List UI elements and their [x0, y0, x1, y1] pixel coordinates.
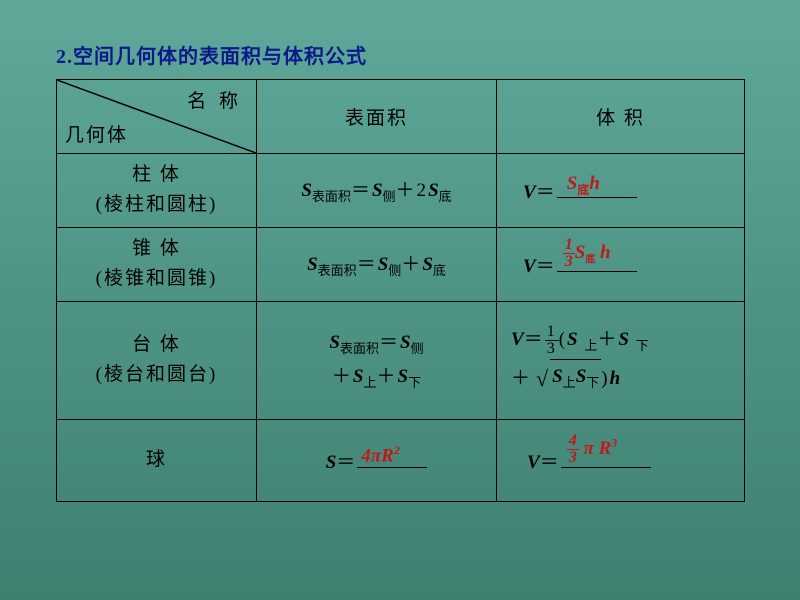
row-prism: 柱 体 (棱柱和圆柱) S表面积＝S侧＋2S底 V＝S底h	[57, 154, 745, 228]
note-prism: (棱柱和圆柱)	[96, 194, 218, 215]
row-cone: 锥 体 (棱锥和圆锥) S表面积＝S侧＋S底 V＝13S底 h	[57, 227, 745, 301]
label-sphere: 球	[57, 419, 257, 501]
volume-cone: V＝13S底 h	[497, 227, 745, 301]
label-cone: 锥 体 (棱锥和圆锥)	[57, 227, 257, 301]
volume-prism: V＝S底h	[497, 154, 745, 228]
header-volume: 体 积	[497, 80, 745, 154]
row-sphere: 球 S＝4πR2 V＝43 π R3	[57, 419, 745, 501]
header-name: 名 称	[187, 86, 242, 113]
diagonal-header: 名 称 几何体	[57, 80, 257, 154]
name-frustum: 台 体	[132, 334, 181, 355]
surface-cone: S表面积＝S侧＋S底	[257, 227, 497, 301]
label-frustum: 台 体 (棱台和圆台)	[57, 301, 257, 419]
surface-frustum: S表面积＝S侧 ＋S上＋S下	[257, 301, 497, 419]
note-frustum: (棱台和圆台)	[96, 364, 218, 385]
label-prism: 柱 体 (棱柱和圆柱)	[57, 154, 257, 228]
name-cone: 锥 体	[132, 238, 181, 259]
row-frustum: 台 体 (棱台和圆台) S表面积＝S侧 ＋S上＋S下 V＝13(S 上＋S 下 …	[57, 301, 745, 419]
volume-sphere: V＝43 π R3	[497, 419, 745, 501]
volume-frustum: V＝13(S 上＋S 下 ＋S上S下)h	[497, 301, 745, 419]
header-shape: 几何体	[65, 120, 128, 147]
name-prism: 柱 体	[132, 164, 181, 185]
header-row: 名 称 几何体 表面积 体 积	[57, 80, 745, 154]
header-surface: 表面积	[257, 80, 497, 154]
note-cone: (棱锥和圆锥)	[96, 268, 218, 289]
surface-sphere: S＝4πR2	[257, 419, 497, 501]
surface-prism: S表面积＝S侧＋2S底	[257, 154, 497, 228]
formula-table: 名 称 几何体 表面积 体 积 柱 体 (棱柱和圆柱) S表面积＝S侧＋2S底 …	[56, 79, 745, 502]
section-title: 2.空间几何体的表面积与体积公式	[56, 40, 744, 69]
